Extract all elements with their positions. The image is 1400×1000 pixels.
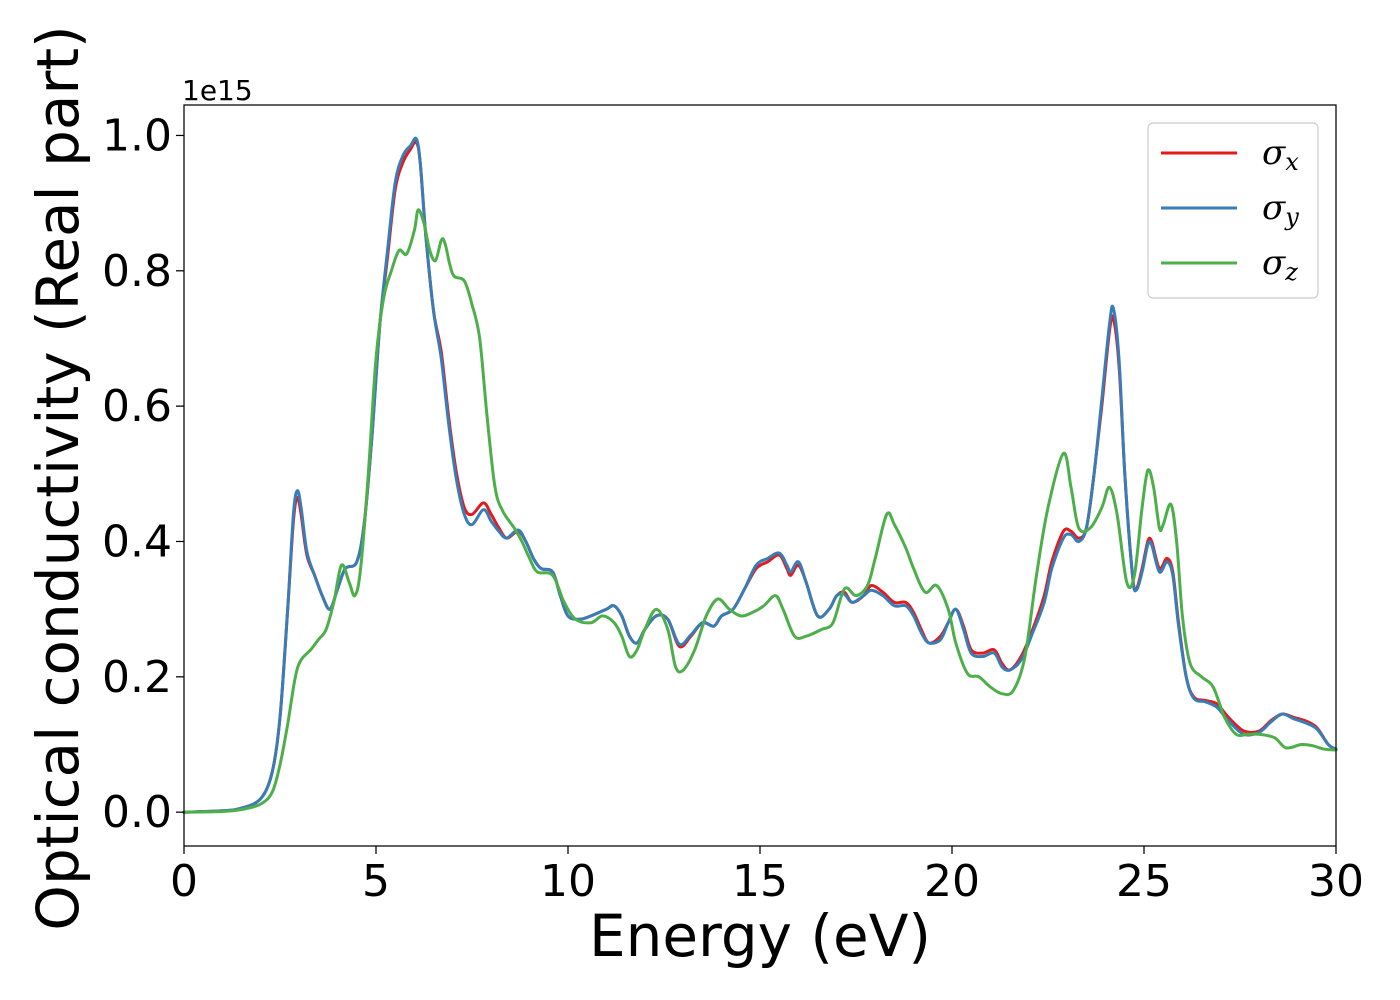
x-tick-label: 10 xyxy=(540,856,596,907)
y-tick-label: 0.2 xyxy=(102,652,172,703)
y-tick-label: 0.4 xyxy=(102,516,172,567)
x-tick-label: 0 xyxy=(170,856,198,907)
legend-label-x: σx xyxy=(1262,133,1299,176)
plot-area-background xyxy=(184,105,1336,846)
legend-label-z: σz xyxy=(1262,243,1298,286)
x-tick-label: 30 xyxy=(1308,856,1364,907)
x-axis: 0 5 10 15 20 25 30 xyxy=(170,846,1364,907)
x-axis-title: Energy (eV) xyxy=(589,902,931,970)
legend-box xyxy=(1147,122,1319,299)
legend: σx σy σz xyxy=(1147,122,1319,299)
x-tick-label: 5 xyxy=(362,856,390,907)
y-tick-label: 0.6 xyxy=(102,381,172,432)
y-axis: 0.0 0.2 0.4 0.6 0.8 1.0 xyxy=(102,110,184,838)
x-tick-label: 20 xyxy=(924,856,980,907)
x-tick-label: 15 xyxy=(732,856,788,907)
legend-label-y: σy xyxy=(1262,188,1299,231)
series-line-y xyxy=(182,136,1338,814)
series-layer xyxy=(182,136,1338,814)
y-tick-label: 1.0 xyxy=(102,110,172,161)
y-axis-title: Optical conductivity (Real part) xyxy=(24,25,92,930)
y-tick-label: 0.8 xyxy=(102,246,172,297)
y-offset-text: 1e15 xyxy=(182,74,253,107)
series-line-z xyxy=(182,208,1338,814)
x-tick-label: 25 xyxy=(1116,856,1172,907)
y-tick-label: 0.0 xyxy=(102,787,172,838)
